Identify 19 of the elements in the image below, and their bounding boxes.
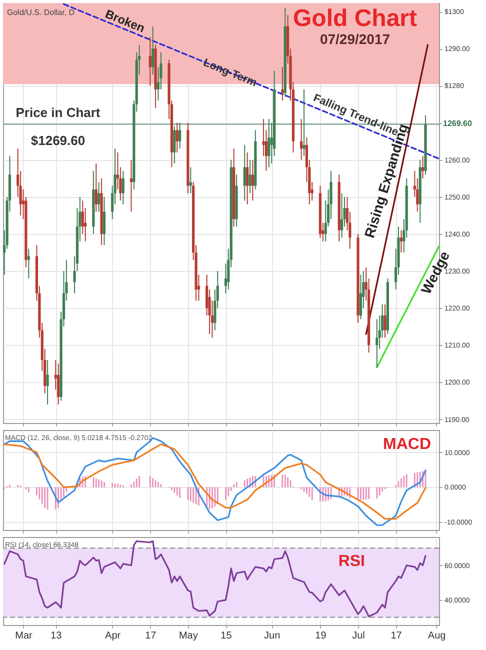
annotation: Gold/U.S. Dollar, D	[7, 8, 75, 17]
annotation: MACD	[383, 436, 431, 453]
x-tick-label: Jul	[352, 630, 365, 642]
x-tick-label: 13	[50, 630, 62, 642]
annotation: Price in Chart	[16, 105, 101, 120]
chart-title: Gold Chart	[293, 5, 418, 32]
x-tick-label: May	[178, 630, 198, 642]
x-tick-label: 15	[220, 630, 232, 642]
x-tick-label: Mar	[15, 630, 34, 642]
annotation: RSI	[338, 553, 365, 570]
x-tick-label: 19	[315, 630, 327, 642]
x-tick-label: Jun	[264, 630, 280, 642]
text: 07/29/2017	[320, 31, 390, 47]
x-tick-label: 17	[390, 630, 402, 642]
x-tick-label: Aug	[428, 630, 446, 642]
annotation: $1269.60	[30, 133, 86, 148]
ref-line-label: 1269.60	[443, 119, 472, 128]
x-tick-label: 17	[145, 630, 157, 642]
x-tick-label: Apr	[105, 630, 122, 642]
